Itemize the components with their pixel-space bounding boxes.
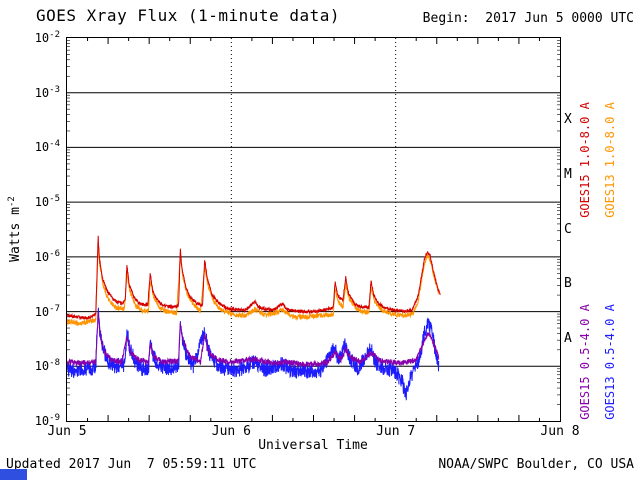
y-axis-label: Watts m-2 xyxy=(7,196,23,262)
y-axis-label-base: Watts m xyxy=(8,207,24,262)
legend-goes15-long-label: GOES15 1.0-8.0 A xyxy=(578,102,592,218)
plot-svg xyxy=(67,38,560,421)
y-axis-tick-labels: 10-2 10-3 10-4 10-5 10-6 10-7 10-8 10-9 xyxy=(0,0,62,480)
series-GOES15 0.5-4.0 A xyxy=(67,312,440,369)
flare-class-label: M xyxy=(564,166,572,182)
x-axis-label: Universal Time xyxy=(258,438,368,453)
y-tick-label: 10-4 xyxy=(34,139,60,155)
y-axis-label-exponent: -2 xyxy=(6,196,17,208)
x-tick-label: Jun 8 xyxy=(540,424,580,439)
y-tick-label: 10-5 xyxy=(34,194,60,210)
x-tick-label: Jun 5 xyxy=(47,424,87,439)
legend-goes13-short-label: GOES13 0.5-4.0 A xyxy=(603,304,617,420)
updated-timestamp: Updated 2017 Jun 7 05:59:11 UTC xyxy=(6,457,257,472)
y-tick-label: 10-3 xyxy=(34,84,60,100)
flare-class-label: A xyxy=(564,330,572,346)
legend-goes15-short-label: GOES15 0.5-4.0 A xyxy=(578,304,592,420)
x-tick-label: Jun 6 xyxy=(211,424,251,439)
begin-timestamp: Begin: 2017 Jun 5 0000 UTC xyxy=(422,11,634,26)
legend-goes13-long-label: GOES13 1.0-8.0 A xyxy=(603,102,617,218)
y-tick-label: 10-6 xyxy=(34,248,60,264)
series-GOES13 1.0-8.0 A xyxy=(67,243,439,326)
series-group xyxy=(67,235,441,401)
page-title: GOES Xray Flux (1-minute data) xyxy=(36,6,340,25)
y-tick-label: 10-2 xyxy=(34,30,60,45)
flare-class-label: C xyxy=(564,221,572,237)
series-GOES13 0.5-4.0 A xyxy=(67,307,440,401)
flare-class-label: B xyxy=(564,276,572,292)
plot-frame xyxy=(66,37,561,422)
y-tick-label: 10-7 xyxy=(34,303,60,319)
source-attribution: NOAA/SWPC Boulder, CO USA xyxy=(438,457,634,472)
y-tick-label: 10-8 xyxy=(34,358,60,374)
x-tick-label: Jun 7 xyxy=(376,424,416,439)
series-GOES15 1.0-8.0 A xyxy=(67,235,441,321)
y-tick-label: 10-9 xyxy=(34,413,60,428)
bottom-left-artifact xyxy=(0,469,27,480)
flare-class-label: X xyxy=(564,112,572,128)
